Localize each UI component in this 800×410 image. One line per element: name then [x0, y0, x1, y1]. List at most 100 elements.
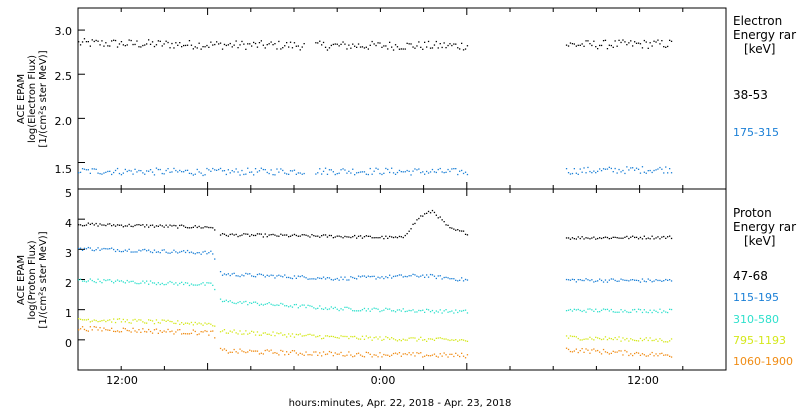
data-point — [620, 278, 622, 280]
data-point — [190, 332, 193, 334]
data-point — [635, 279, 638, 281]
data-point — [231, 46, 233, 48]
data-point — [130, 280, 132, 283]
data-point — [595, 238, 597, 240]
data-point — [109, 45, 111, 47]
data-point — [204, 46, 206, 48]
data-point — [461, 310, 463, 312]
data-point — [408, 170, 410, 172]
data-point — [254, 350, 257, 352]
data-point — [245, 233, 247, 235]
data-point — [573, 350, 575, 352]
data-point — [169, 47, 171, 49]
data-point — [210, 250, 212, 252]
data-point — [260, 40, 262, 42]
data-point — [457, 173, 459, 176]
data-point — [231, 351, 233, 353]
data-point — [369, 44, 371, 46]
data-point — [291, 350, 294, 352]
data-point — [247, 351, 249, 353]
data-point — [459, 230, 461, 232]
data-point — [634, 236, 636, 239]
data-point — [581, 348, 583, 350]
data-point — [361, 275, 364, 277]
data-point — [132, 43, 134, 46]
data-point — [659, 308, 661, 310]
data-point — [634, 352, 636, 355]
data-point — [647, 339, 649, 342]
data-point — [163, 249, 165, 251]
data-point — [350, 172, 352, 174]
data-point — [229, 233, 231, 236]
data-point — [219, 167, 222, 170]
data-point — [315, 351, 317, 353]
data-point — [159, 40, 161, 42]
data-point — [659, 238, 661, 240]
data-point — [451, 227, 453, 229]
data-point — [303, 234, 305, 236]
data-point — [157, 282, 159, 284]
data-point — [385, 235, 387, 237]
data-point — [142, 280, 144, 282]
data-point — [134, 282, 136, 284]
data-point — [256, 331, 259, 333]
data-point — [322, 276, 325, 278]
data-point — [608, 279, 610, 281]
data-point — [274, 174, 276, 176]
data-point — [462, 172, 465, 175]
data-point — [321, 173, 323, 175]
data-point — [144, 322, 146, 324]
data-point — [103, 319, 105, 321]
data-point — [404, 353, 406, 355]
data-point — [449, 311, 451, 313]
data-point — [126, 279, 128, 282]
data-point — [453, 228, 455, 230]
data-point — [645, 311, 647, 313]
data-point — [618, 280, 620, 282]
data-point — [628, 237, 630, 240]
data-point — [659, 279, 661, 282]
proton-ytick-label: 4 — [65, 217, 72, 230]
data-point — [369, 276, 371, 278]
data-point — [591, 338, 593, 340]
data-point — [171, 281, 173, 284]
data-point — [412, 46, 414, 48]
data-point — [295, 234, 297, 237]
data-point — [229, 300, 231, 302]
data-point — [338, 45, 340, 47]
data-point — [635, 236, 638, 238]
data-point — [254, 276, 257, 278]
data-point — [571, 237, 574, 239]
data-point — [297, 307, 299, 309]
data-point — [93, 326, 95, 328]
data-point — [346, 172, 348, 174]
data-point — [198, 322, 200, 324]
data-point — [322, 234, 325, 236]
data-point — [200, 227, 202, 229]
data-point — [307, 235, 309, 237]
data-point — [194, 225, 196, 227]
data-point — [89, 45, 91, 47]
data-point — [330, 306, 332, 308]
data-point — [622, 237, 624, 239]
data-point — [157, 332, 159, 334]
data-point — [276, 332, 278, 334]
data-point — [614, 337, 616, 339]
data-point — [667, 341, 669, 343]
data-point — [142, 328, 144, 330]
data-point — [591, 349, 593, 351]
data-point — [103, 224, 105, 226]
data-point — [181, 333, 183, 335]
data-point — [177, 284, 179, 286]
data-point — [632, 45, 634, 47]
data-point — [647, 278, 649, 280]
data-point — [196, 47, 198, 49]
data-point — [400, 274, 402, 276]
data-point — [258, 233, 261, 235]
data-point — [350, 276, 352, 278]
data-point — [297, 275, 299, 277]
data-point — [109, 329, 111, 331]
data-point — [346, 279, 348, 281]
data-point — [194, 330, 196, 333]
data-point — [140, 282, 142, 284]
